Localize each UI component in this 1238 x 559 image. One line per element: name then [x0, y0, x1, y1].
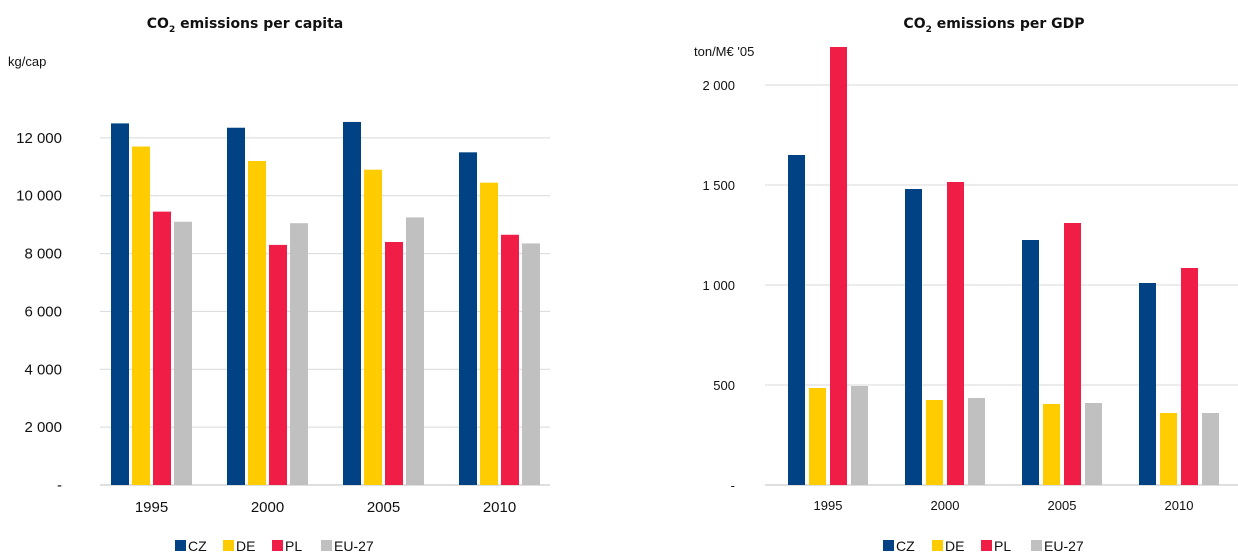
- chart-2-y-tick-label: 500: [713, 378, 735, 393]
- chart-1-x-tick-label: 2000: [251, 499, 284, 516]
- chart-1-bar-de-2005: [364, 169, 382, 485]
- chart-2-bar-pl-2010: [1181, 268, 1198, 485]
- chart-1-bar-cz-2010: [459, 152, 477, 486]
- chart-2-bar-de-2005: [1043, 404, 1060, 485]
- chart-2-bar-cz-2005: [1022, 240, 1039, 485]
- chart-1-x-tick-label: 2010: [483, 499, 516, 516]
- chart-2-y-tick-label: 1 500: [702, 178, 735, 193]
- chart-1-title: CO2 emissions per capita: [147, 16, 343, 35]
- chart-2-y-tick-label: -: [731, 478, 735, 493]
- chart-1-y-tick-label: 4 000: [24, 361, 62, 378]
- chart-1-legend-label: CZ: [188, 538, 207, 554]
- chart-1-bar-de-2010: [480, 182, 498, 486]
- chart-2-x-tick-label: 2010: [1165, 498, 1194, 513]
- chart-1-bar-de-2000: [248, 161, 266, 485]
- chart-1-legend-swatch-cz: [175, 540, 186, 551]
- chart-1-bar-eu-27-2000: [290, 223, 308, 486]
- chart-2-bar-cz-1995: [788, 155, 805, 485]
- chart-1-legend-label: DE: [236, 538, 255, 554]
- chart-1-legend-swatch-eu-27: [321, 540, 332, 551]
- chart-2-bar-de-1995: [809, 388, 826, 485]
- chart-2-y-tick-label: 1 000: [702, 278, 735, 293]
- chart-2-bar-pl-2005: [1064, 223, 1081, 485]
- chart-2-x-tick-label: 2005: [1048, 498, 1077, 513]
- chart-1-y-tick-label: 8 000: [24, 246, 62, 263]
- chart-2-title: CO2 emissions per GDP: [903, 16, 1084, 35]
- chart-1-y-tick-label: 6 000: [24, 303, 62, 320]
- chart-2-bar-eu-27-2000: [968, 398, 985, 485]
- chart-1-y-tick-label: -: [57, 477, 62, 494]
- chart-1-y-tick-label: 12 000: [16, 130, 62, 147]
- chart-1-bar-eu-27-2010: [522, 243, 540, 485]
- chart-2-legend-swatch-de: [932, 540, 943, 551]
- chart-1-plot: - 2 000 4 000 6 000 8 000 10 000 12 000 1995 200…: [16, 121, 550, 554]
- chart-1-bar-pl-1995: [153, 211, 171, 485]
- chart-1-bar-cz-1995: [111, 123, 129, 486]
- chart-1-bar-eu-27-1995: [174, 221, 192, 485]
- chart-2-plot: - 500 1 000 1 500 2 000 1995 2000 2005 2010 CZ DE P…: [702, 47, 1238, 554]
- chart-1-legend-swatch-pl: [272, 540, 283, 551]
- chart-2-legend-swatch-pl: [981, 540, 992, 551]
- chart-2-bar-pl-2000: [947, 182, 964, 485]
- chart-1-y-tick-label: 2 000: [24, 419, 62, 436]
- chart-1-bar-cz-2000: [227, 127, 245, 485]
- chart-1-bar-cz-2005: [343, 121, 361, 486]
- chart-1-bar-de-1995: [132, 146, 150, 486]
- chart-2-unit-label: ton/M€ '05: [694, 44, 754, 59]
- chart-2-legend-label: EU-27: [1044, 538, 1084, 554]
- chart-2-bar-pl-1995: [830, 47, 847, 485]
- chart-1-bar-pl-2000: [269, 244, 287, 485]
- chart-2-bar-eu-27-2010: [1202, 413, 1219, 485]
- chart-1-x-tick-label: 2005: [367, 499, 400, 516]
- chart-2-y-tick-label: 2 000: [702, 78, 735, 93]
- chart-2-x-tick-label: 1995: [814, 498, 843, 513]
- chart-2-legend-swatch-cz: [883, 540, 894, 551]
- chart-1-legend-label: PL: [285, 538, 302, 554]
- chart-1-y-tick-label: 10 000: [16, 188, 62, 205]
- chart-2-legend-label: PL: [994, 538, 1011, 554]
- chart-1-legend-label: EU-27: [334, 538, 374, 554]
- chart-2-x-tick-label: 2000: [931, 498, 960, 513]
- chart-2-bar-eu-27-2005: [1085, 403, 1102, 485]
- chart-2-bar-cz-2010: [1139, 283, 1156, 485]
- chart-1-bar-pl-2005: [385, 242, 403, 485]
- chart-2-bar-eu-27-1995: [851, 386, 868, 485]
- chart-1-bar-pl-2010: [501, 234, 519, 485]
- chart-1-bar-eu-27-2005: [406, 217, 424, 486]
- chart-2-legend-swatch-eu-27: [1031, 540, 1042, 551]
- chart-1-x-tick-label: 1995: [135, 499, 168, 516]
- chart-2-legend-label: CZ: [896, 538, 915, 554]
- chart-2-bar-de-2000: [926, 400, 943, 485]
- chart-2-legend-label: DE: [945, 538, 964, 554]
- chart-1-unit-label: kg/cap: [8, 54, 46, 69]
- chart-2-bar-cz-2000: [905, 189, 922, 485]
- chart-1-legend-swatch-de: [223, 540, 234, 551]
- chart-2-bar-de-2010: [1160, 413, 1177, 485]
